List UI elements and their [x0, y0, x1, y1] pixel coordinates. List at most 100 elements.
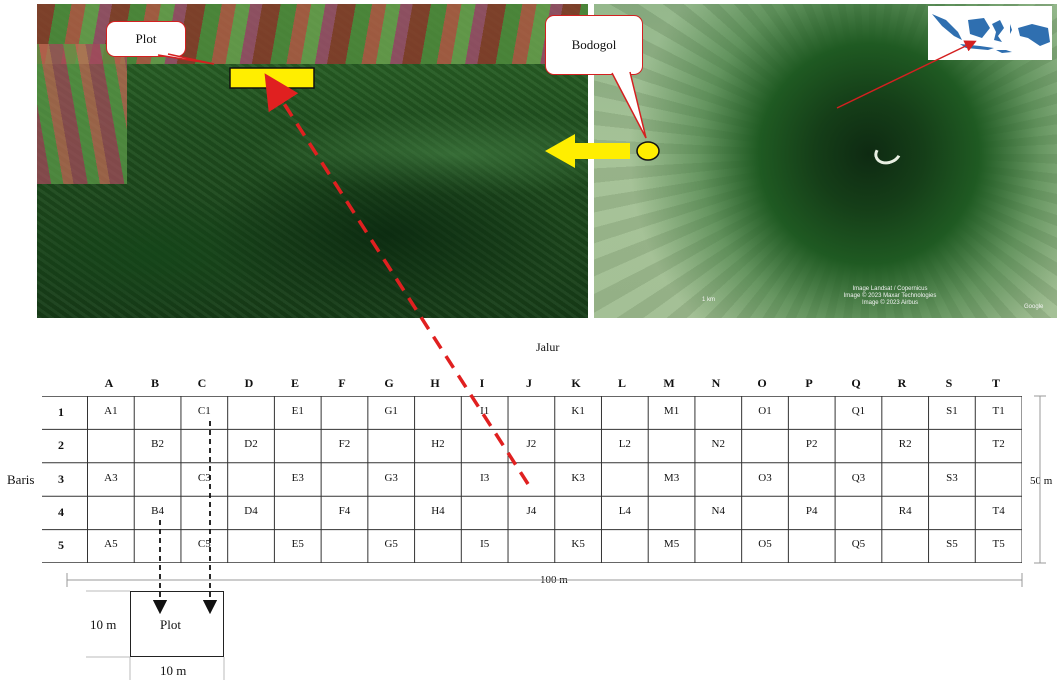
grid-cell: O1 — [758, 404, 772, 417]
grid-cell: S3 — [946, 471, 958, 484]
grid-cell: T2 — [992, 438, 1005, 451]
grid-cell: Q5 — [851, 538, 866, 551]
plot-bottom-length: 10 m — [160, 663, 187, 678]
row-header: 3 — [58, 472, 64, 486]
column-header: N — [711, 376, 721, 390]
height-dimension: 50 m — [1030, 475, 1053, 487]
grid-cell: D4 — [244, 504, 258, 517]
credit-text: Image Landsat / Copernicus Image © 2023 … — [830, 286, 950, 307]
plot-grid — [41, 396, 1022, 563]
column-header: L — [617, 376, 626, 390]
grid-cell: F2 — [338, 438, 351, 451]
grid-cell: R2 — [898, 438, 912, 451]
scale-text: 1 km — [702, 297, 716, 303]
column-header: M — [663, 376, 675, 390]
row-header: 4 — [58, 505, 64, 519]
forest-aerial-photo — [37, 4, 588, 318]
row-axis-title: Baris — [7, 472, 35, 487]
grid-cell: N2 — [711, 438, 725, 451]
column-header: O — [757, 376, 767, 390]
grid-cell: I1 — [480, 404, 490, 417]
plot-callout-tail — [157, 53, 215, 65]
grid-cell: T1 — [992, 404, 1005, 417]
grid-cell: E1 — [291, 404, 304, 417]
column-header: G — [384, 376, 394, 390]
grid-cell: M5 — [663, 538, 680, 551]
column-header: C — [197, 376, 207, 390]
grid-cell: H2 — [431, 438, 445, 451]
column-header: H — [430, 376, 440, 390]
grid-cell: B2 — [151, 438, 164, 451]
grid-cell: R4 — [898, 504, 912, 517]
grid-cell: B4 — [151, 504, 164, 517]
indonesia-inset — [928, 6, 1052, 60]
grid-cell: I5 — [480, 538, 490, 551]
site-callout: Bodogol — [545, 15, 643, 75]
plot-detail-label: Plot — [160, 617, 181, 632]
grid-cell: C5 — [197, 538, 211, 551]
column-header: I — [479, 376, 485, 390]
grid-cell: A3 — [104, 471, 118, 484]
grid-cell: K3 — [571, 471, 585, 484]
grid-cell: A1 — [104, 404, 118, 417]
grid-cell: G5 — [384, 538, 398, 551]
column-header: D — [244, 376, 254, 390]
grid-cell: H4 — [431, 504, 445, 517]
grid-cell: S5 — [946, 538, 958, 551]
grid-cell: F4 — [338, 504, 351, 517]
grid-cell: P2 — [805, 438, 818, 451]
plot-side-length: 10 m — [90, 617, 117, 632]
plot-location-marker — [229, 67, 315, 89]
grid-cell: O3 — [758, 471, 772, 484]
grid-cell: C3 — [197, 471, 211, 484]
column-header: R — [897, 376, 907, 390]
column-header: F — [338, 376, 346, 390]
grid-cell: P4 — [805, 504, 818, 517]
grid-cell: J2 — [526, 438, 537, 451]
grid-cell: N4 — [711, 504, 725, 517]
grid-cell: A5 — [104, 538, 118, 551]
grid-cell: K5 — [571, 538, 585, 551]
grid-cell: D2 — [244, 438, 258, 451]
plot-detail-box — [130, 591, 224, 657]
red-dashed-arrow — [264, 73, 530, 485]
column-header: S — [945, 376, 953, 390]
inset-pointer — [836, 40, 977, 109]
credit-line-2: Image © 2023 Maxar Technologies — [843, 293, 937, 299]
column-header: T — [991, 376, 1000, 390]
grid-cell: L2 — [618, 438, 631, 451]
column-axis-title: Jalur — [536, 340, 560, 354]
grid-cell: K1 — [571, 404, 585, 417]
grid-cell: T5 — [992, 538, 1005, 551]
site-callout-tail — [611, 71, 647, 139]
grid-cell: Q1 — [851, 404, 866, 417]
column-header: E — [290, 376, 299, 390]
grid-cell: L4 — [618, 504, 631, 517]
column-header: P — [805, 376, 813, 390]
grid-cell: M1 — [663, 404, 680, 417]
farm-fields-left — [37, 44, 127, 184]
grid-cell: I3 — [480, 471, 490, 484]
grid-cell: Q3 — [851, 471, 866, 484]
grid-cell: T4 — [992, 504, 1005, 517]
grid-cell: S1 — [946, 404, 958, 417]
column-header: B — [150, 376, 159, 390]
row-header: 2 — [58, 438, 64, 452]
grid-cell: G3 — [384, 471, 398, 484]
site-marker-icon — [636, 141, 660, 161]
grid-cell: G1 — [384, 404, 398, 417]
row-header: 5 — [58, 538, 64, 552]
plot-callout: Plot — [106, 21, 186, 57]
grid-cell: E5 — [291, 538, 304, 551]
row-header: 1 — [58, 405, 64, 419]
column-header: Q — [851, 376, 861, 390]
credit-line-3: Image © 2023 Airbus — [861, 300, 919, 306]
grid-cell: M3 — [663, 471, 680, 484]
corner-credit: Google — [1024, 304, 1044, 310]
yellow-arrow-icon — [545, 134, 630, 168]
grid-cell: E3 — [291, 471, 304, 484]
grid-cell: C1 — [197, 404, 211, 417]
column-header: J — [526, 376, 532, 390]
